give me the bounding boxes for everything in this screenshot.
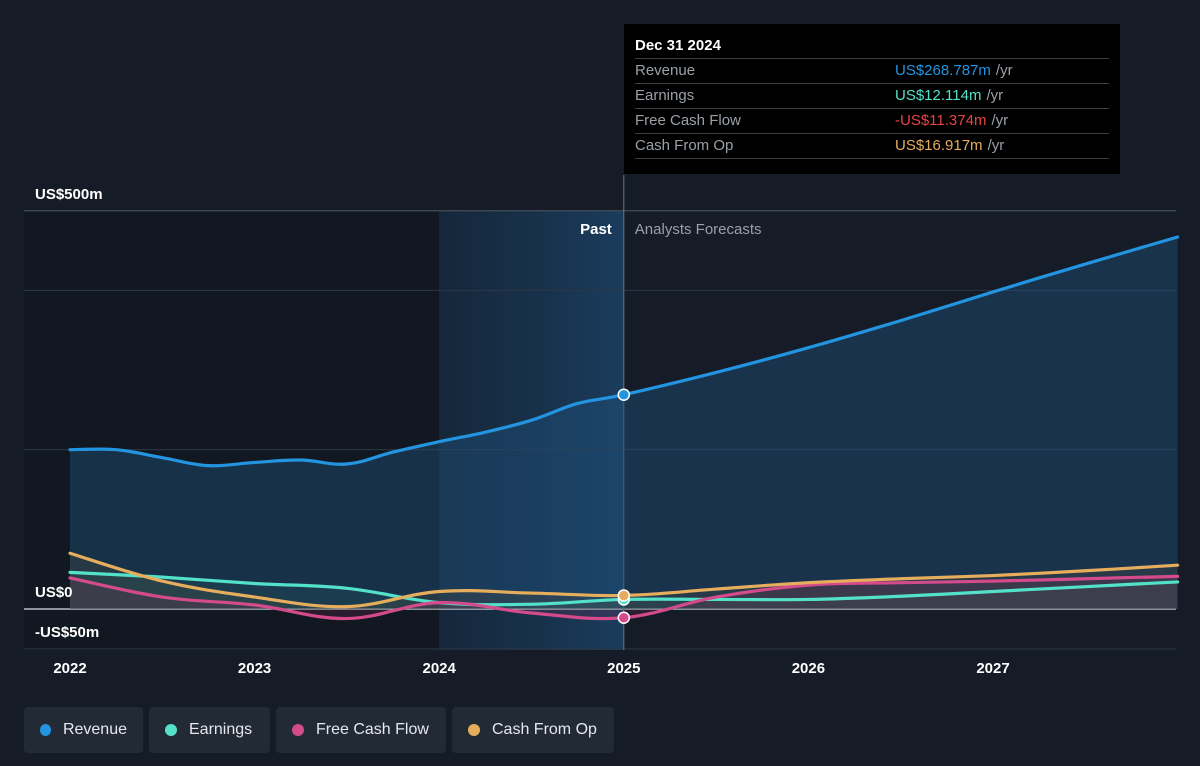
tooltip-unit: /yr (995, 62, 1013, 79)
revenue-area (70, 236, 1178, 609)
tooltip-label: Cash From Op (635, 137, 734, 154)
highlight-band (439, 211, 624, 650)
y-label-zero: US$0 (35, 584, 73, 601)
legend-label: Earnings (189, 721, 253, 738)
legend-label: Cash From Op (492, 721, 597, 738)
legend-item-earnings[interactable]: Earnings (149, 707, 270, 753)
legend-dot-icon (40, 724, 51, 736)
tooltip-unit: /yr (986, 87, 1004, 104)
revenue-marker (617, 388, 631, 401)
tooltip: Dec 31 2024 Revenue US$268.787m /yr Earn… (624, 24, 1120, 174)
tooltip-row-earnings: Earnings US$12.114m /yr (635, 83, 1109, 108)
legend-item-revenue[interactable]: Revenue (24, 707, 143, 753)
past-region (24, 211, 440, 650)
tooltip-value: US$16.917m (895, 137, 983, 154)
legend-dot-icon (165, 724, 177, 736)
legend-label: Revenue (62, 721, 127, 738)
free-cash-flow-marker (617, 611, 631, 625)
tooltip-unit: /yr (991, 112, 1009, 129)
forecast-label: Analysts Forecasts (635, 221, 762, 238)
tooltip-label: Earnings (635, 87, 695, 104)
earnings-area (70, 572, 1178, 609)
legend-item-free-cash-flow[interactable]: Free Cash Flow (276, 707, 446, 753)
tooltip-row-free-cash-flow: Free Cash Flow -US$11.374m /yr (635, 108, 1109, 133)
x-tick-label: 2026 (792, 660, 825, 677)
x-tick-label: 2022 (53, 660, 86, 677)
x-tick-label: 2025 (607, 660, 640, 677)
revenue-line (68, 235, 1180, 468)
legend-dot-icon (468, 724, 480, 736)
past-label: Past (580, 221, 612, 238)
tooltip-label: Free Cash Flow (635, 112, 741, 129)
tooltip-unit: /yr (987, 137, 1005, 154)
tooltip-row-cash-from-op: Cash From Op US$16.917m /yr (635, 133, 1109, 159)
legend-label: Free Cash Flow (316, 721, 429, 738)
cash-from-op-marker (617, 589, 631, 602)
tooltip-value: US$12.114m (895, 87, 982, 104)
x-tick-label: 2023 (238, 660, 271, 677)
tooltip-date: Dec 31 2024 (635, 37, 721, 54)
y-label-top: US$500m (35, 186, 103, 203)
tooltip-value: -US$11.374m (895, 112, 987, 129)
x-tick-label: 2024 (423, 660, 457, 677)
tooltip-row-revenue: Revenue US$268.787m /yr (635, 58, 1109, 83)
tooltip-value: US$268.787m (895, 62, 991, 79)
legend-dot-icon (292, 724, 304, 736)
free-cash-flow-area (70, 576, 1178, 619)
legend: Revenue Earnings Free Cash Flow Cash Fro… (24, 707, 614, 753)
x-tick-label: 2027 (976, 660, 1009, 677)
y-label-bottom: -US$50m (35, 624, 99, 641)
legend-item-cash-from-op[interactable]: Cash From Op (452, 707, 614, 753)
tooltip-label: Revenue (635, 62, 696, 79)
